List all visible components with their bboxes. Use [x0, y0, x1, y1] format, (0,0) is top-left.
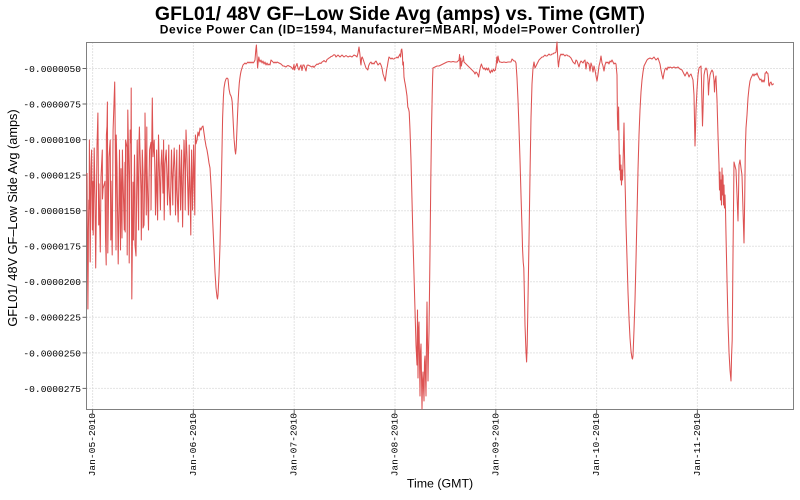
svg-text:Jan-09-2010: Jan-09-2010 [490, 413, 501, 477]
svg-text:-0.0000200: -0.0000200 [23, 277, 81, 288]
svg-text:Device Power Can (ID=1594, Man: Device Power Can (ID=1594, Manufacturer=… [160, 23, 641, 37]
svg-text:-0.0000125: -0.0000125 [23, 171, 81, 182]
svg-text:Jan-10-2010: Jan-10-2010 [591, 413, 602, 477]
svg-text:-0.0000250: -0.0000250 [23, 348, 81, 359]
svg-text:-0.0000150: -0.0000150 [23, 206, 81, 217]
svg-text:-0.0000175: -0.0000175 [23, 242, 81, 253]
svg-text:Jan-11-2010: Jan-11-2010 [692, 413, 703, 477]
svg-text:GFL01/ 48V GF–Low Side Avg (am: GFL01/ 48V GF–Low Side Avg (amps) [5, 109, 20, 326]
svg-text:-0.0000275: -0.0000275 [23, 384, 81, 395]
svg-text:Jan-05-2010: Jan-05-2010 [87, 413, 98, 477]
svg-text:Jan-07-2010: Jan-07-2010 [289, 413, 300, 477]
svg-text:GFL01/ 48V GF–Low Side Avg (am: GFL01/ 48V GF–Low Side Avg (amps) vs. Ti… [155, 3, 645, 25]
svg-text:Time (GMT): Time (GMT) [407, 477, 473, 491]
svg-text:-0.0000075: -0.0000075 [23, 100, 81, 111]
svg-text:-0.0000100: -0.0000100 [23, 135, 81, 146]
svg-text:Jan-08-2010: Jan-08-2010 [390, 413, 401, 477]
svg-text:-0.0000225: -0.0000225 [23, 313, 81, 324]
svg-text:Jan-06-2010: Jan-06-2010 [188, 413, 199, 477]
svg-text:-0.0000050: -0.0000050 [23, 64, 81, 75]
